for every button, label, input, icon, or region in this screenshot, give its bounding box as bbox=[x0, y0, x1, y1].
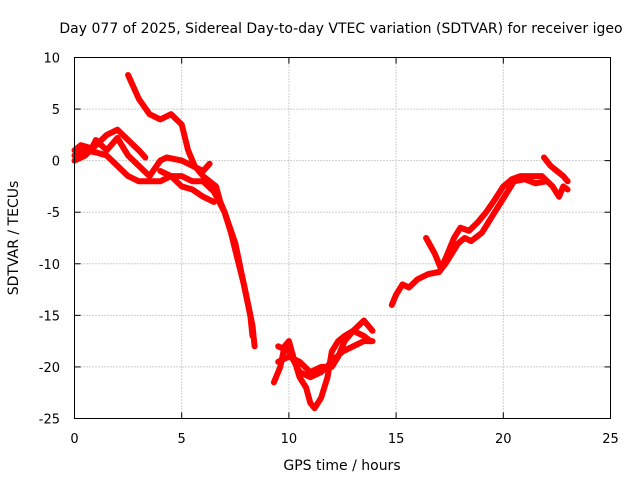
chart-title: Day 077 of 2025, Sidereal Day-to-day VTE… bbox=[59, 21, 622, 37]
x-tick-label: 0 bbox=[70, 432, 78, 447]
y-axis-label: SDTVAR / TECUs bbox=[6, 181, 22, 296]
y-tick-label: 0 bbox=[52, 155, 60, 170]
grid bbox=[74, 57, 611, 419]
series-line-segment-i bbox=[388, 176, 550, 308]
x-axis-label: GPS time / hours bbox=[283, 458, 400, 474]
y-tick-label: 5 bbox=[52, 103, 60, 118]
series-line-segment-k bbox=[538, 173, 571, 200]
series-line-segment-h bbox=[275, 338, 376, 381]
x-tick-label: 5 bbox=[178, 432, 186, 447]
series-line-segment-l bbox=[541, 154, 571, 185]
y-tick-label: -25 bbox=[39, 413, 60, 428]
series-line-segment-b bbox=[71, 126, 149, 164]
x-tick-label: 15 bbox=[388, 432, 405, 447]
plot-frame bbox=[74, 57, 611, 419]
series-line-segment-e bbox=[157, 168, 256, 339]
data-series bbox=[71, 72, 571, 412]
y-tick-label: -5 bbox=[47, 206, 60, 221]
series-line-segment-c bbox=[71, 147, 217, 205]
x-tick-label: 25 bbox=[602, 432, 619, 447]
x-tick-label: 20 bbox=[495, 432, 512, 447]
y-tick-label: -20 bbox=[39, 361, 60, 376]
y-tick-label: 10 bbox=[43, 52, 60, 67]
y-tick-label: -15 bbox=[39, 309, 60, 324]
series-line-segment-j bbox=[423, 173, 545, 272]
y-tick-label: -10 bbox=[39, 258, 60, 273]
x-tick-label: 10 bbox=[281, 432, 298, 447]
